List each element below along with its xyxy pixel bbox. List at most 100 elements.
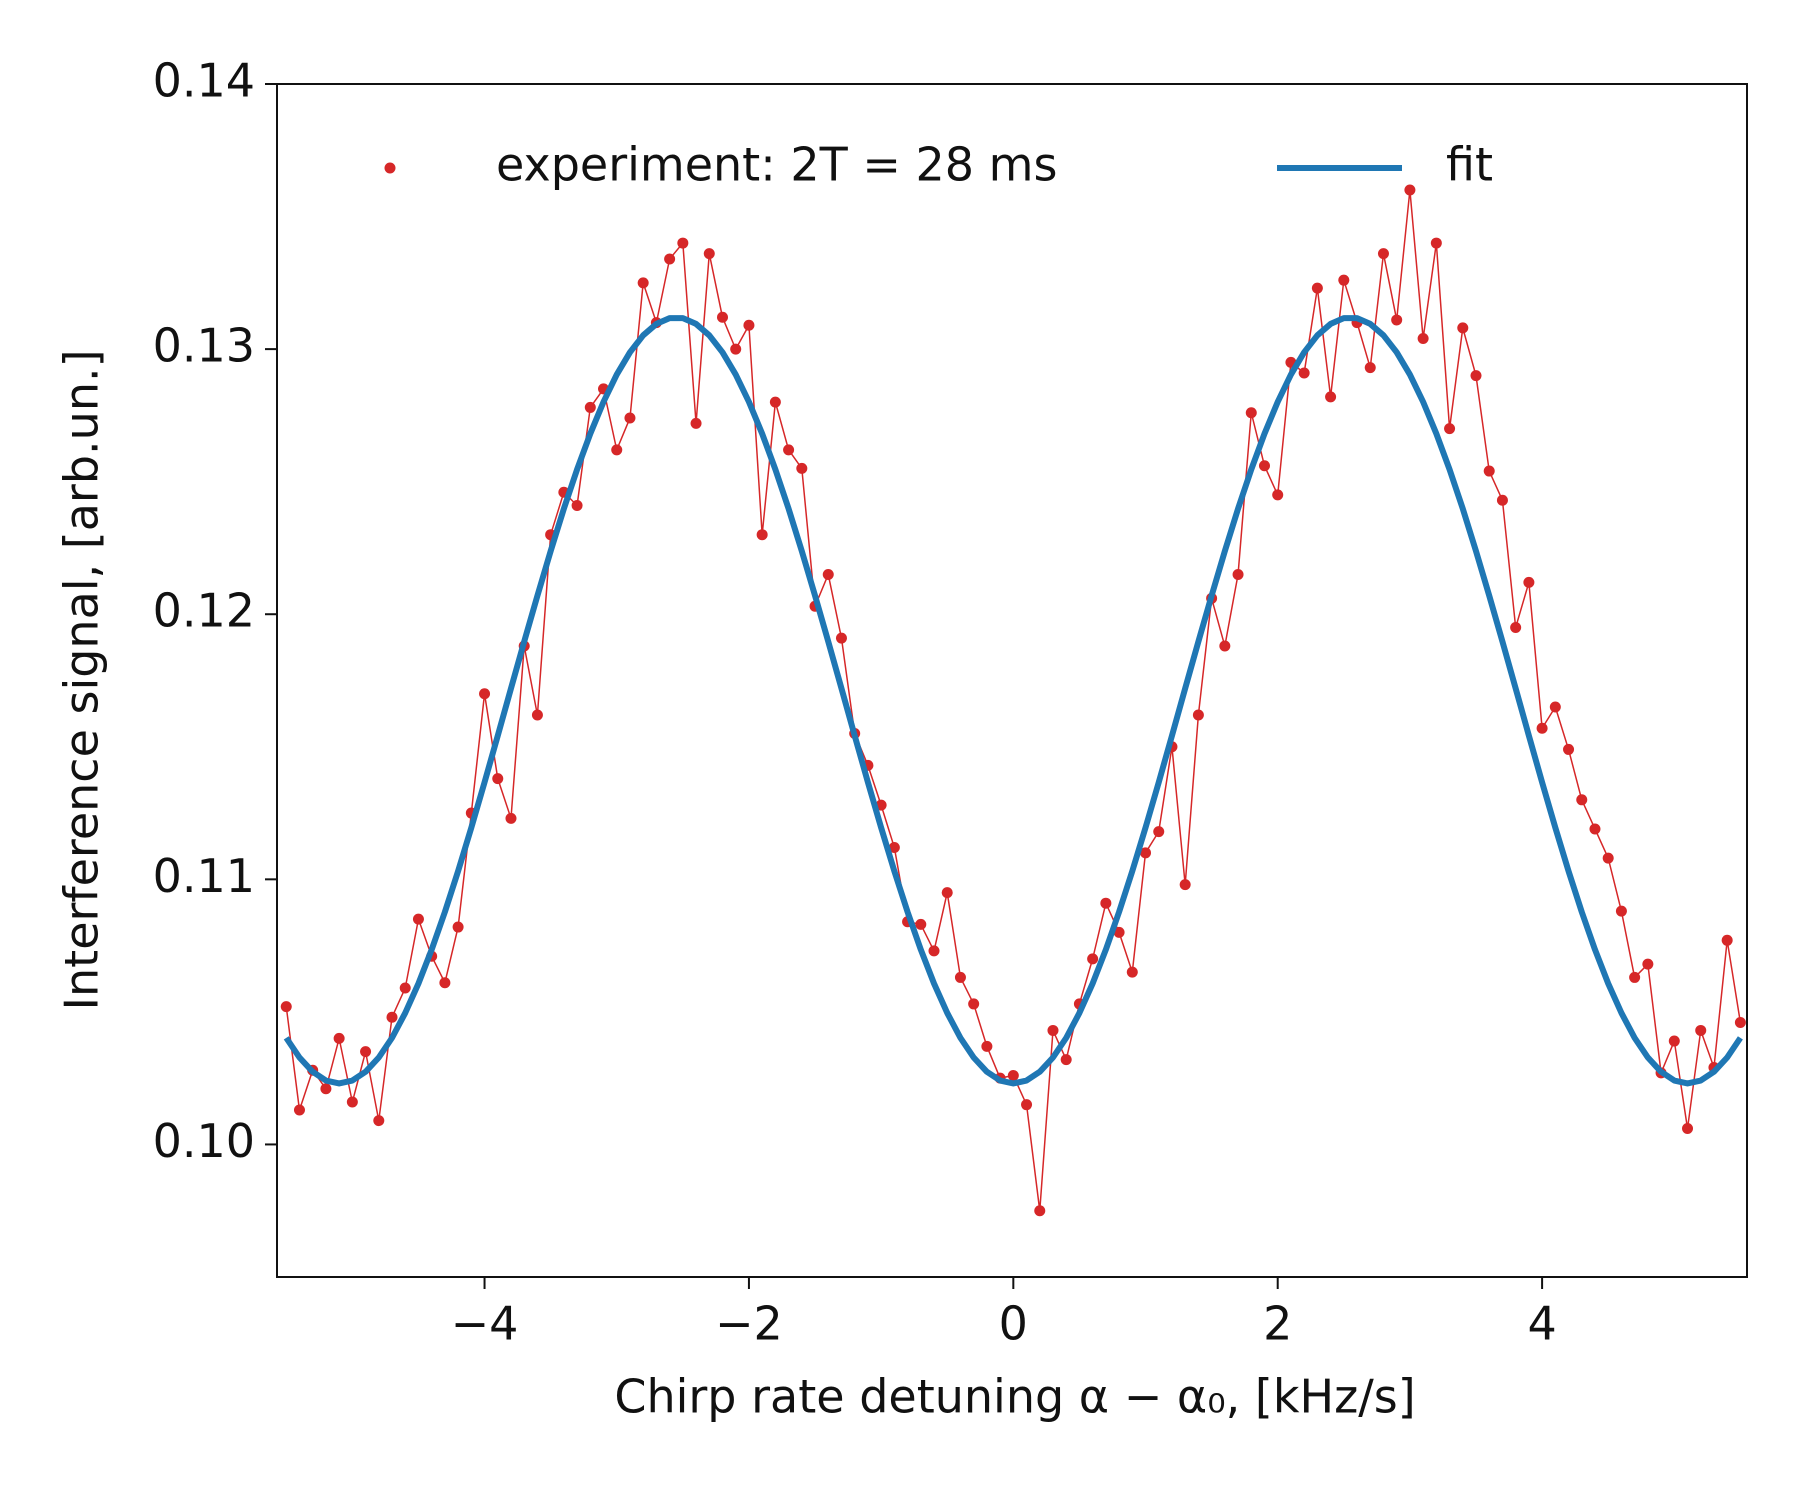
data-point: [571, 500, 583, 512]
data-point: [915, 918, 927, 930]
data-point: [1682, 1123, 1694, 1135]
data-point: [1629, 971, 1641, 983]
data-point: [928, 945, 940, 957]
data-point: [1100, 897, 1112, 909]
plot-area: [280, 184, 1746, 1217]
data-point: [783, 444, 795, 456]
data-point: [1721, 934, 1733, 946]
data-point: [1258, 460, 1270, 472]
data-point: [320, 1083, 332, 1095]
data-point: [611, 444, 623, 456]
data-point: [399, 982, 411, 994]
data-point: [1126, 966, 1138, 978]
legend-label: experiment: 2T = 28 ms: [496, 138, 1057, 192]
y-tick-label: 0.14: [153, 54, 255, 108]
data-point: [1602, 852, 1614, 864]
data-point: [1007, 1070, 1019, 1082]
data-point: [412, 913, 424, 925]
data-point: [1338, 274, 1350, 286]
x-tick-label: −4: [451, 1297, 519, 1351]
data-point: [386, 1011, 398, 1023]
data-point: [1430, 237, 1442, 249]
data-point: [1642, 958, 1654, 970]
legend-label: fit: [1446, 138, 1493, 192]
data-point: [1311, 282, 1323, 294]
data-point: [796, 462, 808, 474]
data-point: [1021, 1099, 1033, 1111]
x-tick-label: 4: [1527, 1297, 1556, 1351]
y-tick-label: 0.13: [153, 319, 255, 373]
data-point: [1153, 826, 1165, 838]
data-point: [716, 311, 728, 323]
data-point: [822, 568, 834, 580]
data-point: [333, 1032, 345, 1044]
data-point: [1417, 333, 1429, 345]
data-point: [1576, 794, 1588, 806]
data-point: [1391, 314, 1403, 326]
y-tick-label: 0.11: [153, 849, 255, 903]
data-point: [1536, 722, 1548, 734]
plot-frame: [276, 83, 1748, 1278]
data-point: [360, 1046, 372, 1058]
data-point: [1140, 847, 1152, 859]
data-point: [1364, 362, 1376, 374]
y-axis-label: Interference signal, [arb.un.]: [55, 349, 109, 1010]
data-point: [624, 412, 636, 424]
data-point: [1272, 489, 1284, 501]
data-point: [954, 971, 966, 983]
data-point: [373, 1115, 385, 1127]
data-point: [1179, 879, 1191, 891]
x-tick-label: 0: [999, 1297, 1028, 1351]
data-point: [1549, 701, 1561, 713]
y-tick-label: 0.12: [153, 584, 255, 638]
data-point: [1510, 621, 1522, 633]
data-point: [1219, 640, 1231, 652]
data-point: [835, 632, 847, 644]
data-point: [1615, 905, 1627, 917]
data-point: [664, 253, 676, 265]
data-point: [1523, 576, 1535, 588]
x-tick-label: −2: [715, 1297, 783, 1351]
data-point: [1444, 423, 1456, 435]
data-point: [1325, 391, 1337, 403]
data-point: [505, 812, 517, 824]
data-line: [285, 189, 1742, 1212]
data-point: [1245, 407, 1257, 419]
data-point: [584, 401, 596, 413]
x-axis-label: Chirp rate detuning α − α₀, [kHz/s]: [614, 1370, 1415, 1424]
data-point: [492, 773, 504, 785]
legend-marker: [384, 162, 396, 174]
data-point: [968, 998, 980, 1010]
data-point: [677, 237, 689, 249]
data-point: [1589, 823, 1601, 835]
y-tick-label: 0.10: [153, 1114, 255, 1168]
data-point: [1113, 926, 1125, 938]
data-point: [1457, 322, 1469, 334]
data-point: [730, 343, 742, 355]
data-point: [346, 1096, 358, 1108]
data-point: [479, 688, 491, 700]
data-point: [703, 248, 715, 260]
data-point: [439, 977, 451, 989]
data-point: [743, 319, 755, 331]
data-point: [1734, 1016, 1746, 1028]
data-point: [981, 1040, 993, 1052]
data-point: [1470, 370, 1482, 382]
data-point: [280, 1001, 292, 1013]
data-point: [1695, 1024, 1707, 1036]
data-point: [1087, 953, 1099, 965]
data-point: [1034, 1205, 1046, 1217]
data-point: [637, 277, 649, 289]
data-point: [1047, 1024, 1059, 1036]
data-point: [1298, 367, 1310, 379]
x-tick-label: 2: [1263, 1297, 1292, 1351]
data-point: [1563, 743, 1575, 755]
data-point: [769, 396, 781, 408]
data-point: [1404, 184, 1416, 196]
data-point: [888, 842, 900, 854]
data-point: [1483, 465, 1495, 477]
data-point: [1496, 494, 1508, 506]
fit-line: [283, 315, 1743, 1087]
